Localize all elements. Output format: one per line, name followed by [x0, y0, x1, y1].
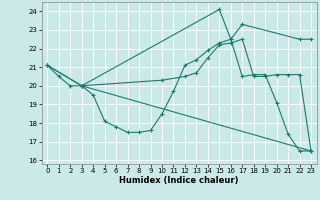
X-axis label: Humidex (Indice chaleur): Humidex (Indice chaleur) — [119, 176, 239, 185]
